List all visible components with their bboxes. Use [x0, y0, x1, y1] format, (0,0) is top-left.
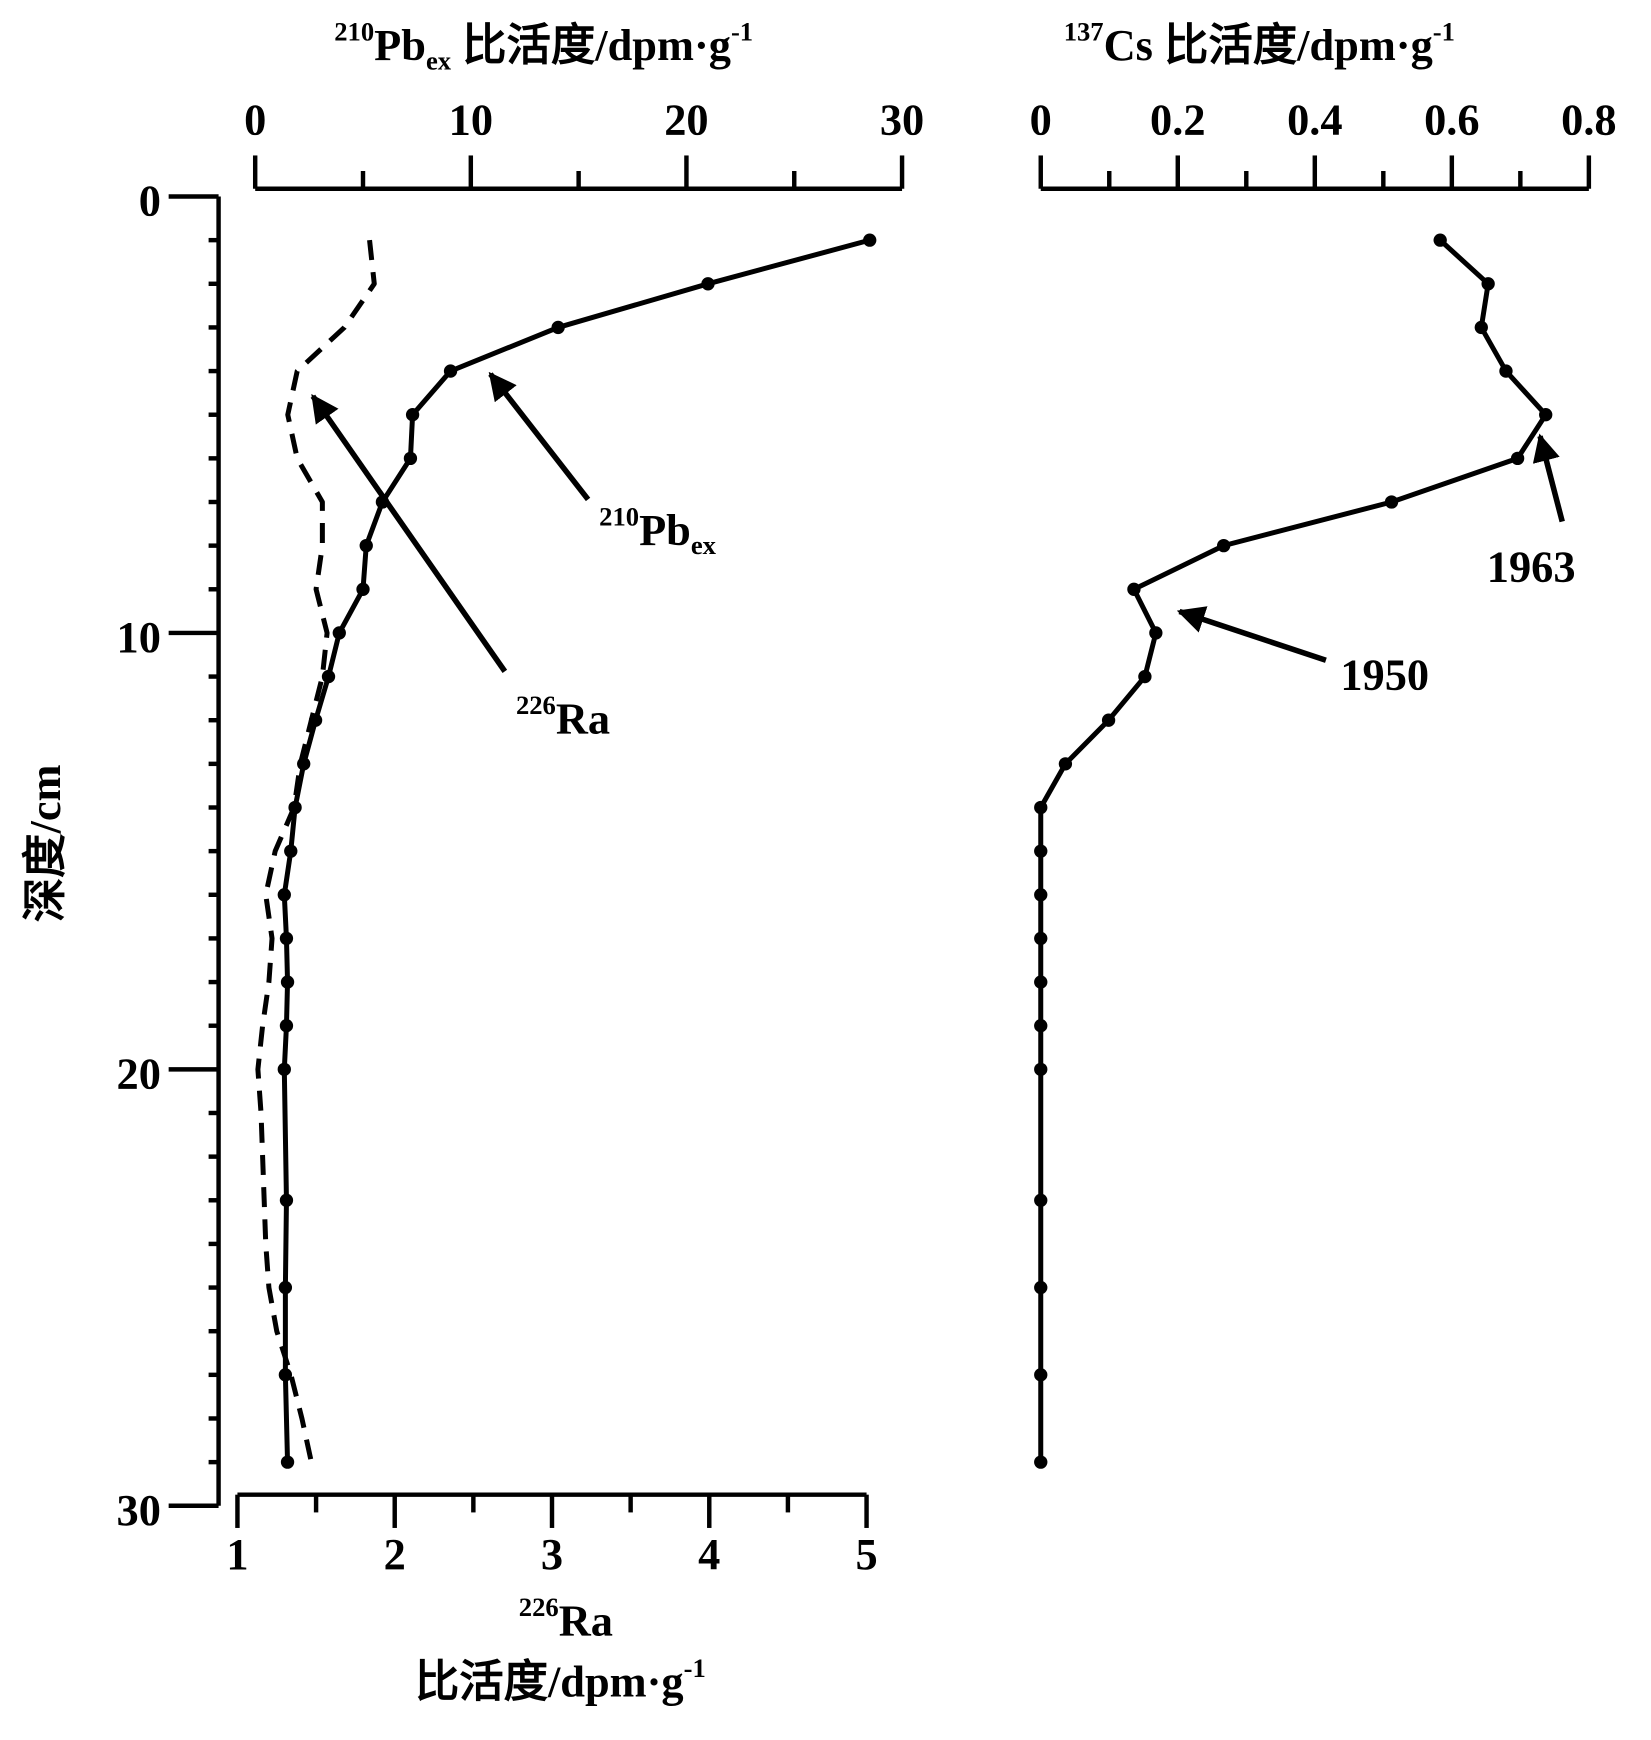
tick-label: 0: [1030, 95, 1052, 145]
data-point: [1499, 364, 1513, 378]
tick-label: 30: [117, 1485, 161, 1535]
data-point: [1433, 233, 1447, 247]
series-line: [1038, 238, 1549, 1463]
data-point: [1034, 1193, 1048, 1207]
arrow: [310, 393, 508, 673]
axis-title: 比活度/dpm·g-1: [415, 1653, 706, 1707]
data-point: [1539, 408, 1553, 422]
tick-label: 2: [384, 1529, 406, 1579]
arrow: [1532, 433, 1565, 523]
series-label: 210Pbex: [599, 501, 717, 560]
axis-title: 226Ra: [519, 1592, 613, 1646]
axis-title-part: 210: [334, 17, 374, 47]
tick-label: 20: [664, 95, 708, 145]
axis-title-part: 226: [519, 1592, 559, 1622]
data-point: [277, 1062, 291, 1077]
data-point: [279, 931, 294, 946]
data-point: [332, 626, 346, 640]
data-point: [359, 538, 373, 553]
axis-title-part: -1: [1433, 17, 1455, 47]
data-point: [863, 233, 877, 247]
data-point: [278, 1280, 293, 1295]
axis-title-part: Cs 比活度/dpm·g: [1104, 20, 1433, 70]
annotation: 1950: [1340, 649, 1429, 699]
data-point: [1034, 1019, 1048, 1033]
tick-label: 30: [880, 95, 924, 145]
data-point: [443, 364, 458, 378]
data-point: [1481, 277, 1495, 291]
axis-title-part: Ra: [559, 1596, 613, 1646]
data-point: [1034, 888, 1048, 902]
axis-title: 210Pbex 比活度/dpm·g-1: [334, 17, 753, 76]
series-label-part: 226: [516, 690, 556, 720]
tick-label: 0.6: [1424, 95, 1479, 145]
data-point: [1034, 1455, 1048, 1469]
tick-label: 0.8: [1561, 95, 1616, 145]
data-point: [403, 451, 418, 466]
axis-title-part: -1: [731, 17, 753, 47]
series-label-part: Pb: [639, 505, 691, 555]
arrow: [1176, 606, 1327, 663]
arrow: [488, 371, 591, 502]
data-point: [1217, 538, 1231, 553]
axis-title-part: 比活度/dpm·g: [451, 20, 731, 70]
data-point: [1384, 495, 1399, 509]
tick-label: 10: [449, 95, 493, 145]
data-point: [1034, 1062, 1048, 1077]
series-line: [255, 239, 377, 1463]
axis-title-part: Pb: [374, 20, 426, 70]
data-point: [701, 277, 715, 291]
tick-label: 0: [139, 176, 161, 226]
data-point: [1127, 582, 1141, 596]
tick-label: 0.4: [1287, 95, 1342, 145]
tick-label: 10: [117, 612, 161, 662]
data-point: [284, 844, 298, 858]
data-point: [1149, 626, 1163, 640]
axis-title-part: ex: [426, 45, 452, 75]
data-point: [1138, 669, 1152, 684]
axis-title-part: 比活度/dpm·g: [415, 1657, 684, 1707]
series-label-part: 210: [599, 501, 639, 531]
data-point: [279, 1019, 294, 1033]
tick-label: 1: [226, 1529, 248, 1579]
data-point: [1034, 975, 1048, 989]
axis-title: 137Cs 比活度/dpm·g-1: [1064, 17, 1455, 71]
tick-label: 5: [855, 1529, 877, 1579]
data-point: [1034, 800, 1048, 815]
data-point: [551, 320, 565, 335]
data-point: [356, 582, 370, 596]
axis-title: 深度/cm: [20, 764, 70, 922]
data-point: [321, 669, 336, 684]
data-point: [1510, 451, 1525, 466]
axis-title-part: -1: [684, 1653, 706, 1683]
tick-label: 20: [117, 1048, 161, 1098]
tick-label: 0.2: [1150, 95, 1205, 145]
series-label-part: ex: [691, 530, 717, 560]
data-point: [1101, 713, 1116, 727]
series-label-part: Ra: [556, 694, 610, 744]
data-point: [279, 1193, 294, 1207]
tick-label: 3: [541, 1529, 563, 1579]
annotation: 1963: [1487, 542, 1576, 592]
series-label: 226Ra: [516, 690, 610, 744]
data-point: [1474, 320, 1488, 335]
data-point: [405, 408, 420, 422]
data-point: [277, 888, 291, 902]
data-point: [1034, 1280, 1048, 1295]
tick-label: 0: [244, 95, 266, 145]
axis-title-part: 137: [1064, 17, 1104, 47]
data-point: [1034, 931, 1048, 946]
data-point: [1034, 1368, 1048, 1382]
data-point: [1034, 844, 1048, 858]
data-point: [1058, 757, 1073, 771]
data-point: [278, 1368, 293, 1382]
series-line: [281, 237, 871, 1463]
tick-label: 4: [698, 1529, 720, 1579]
data-point: [280, 1455, 295, 1469]
data-point: [280, 975, 295, 989]
